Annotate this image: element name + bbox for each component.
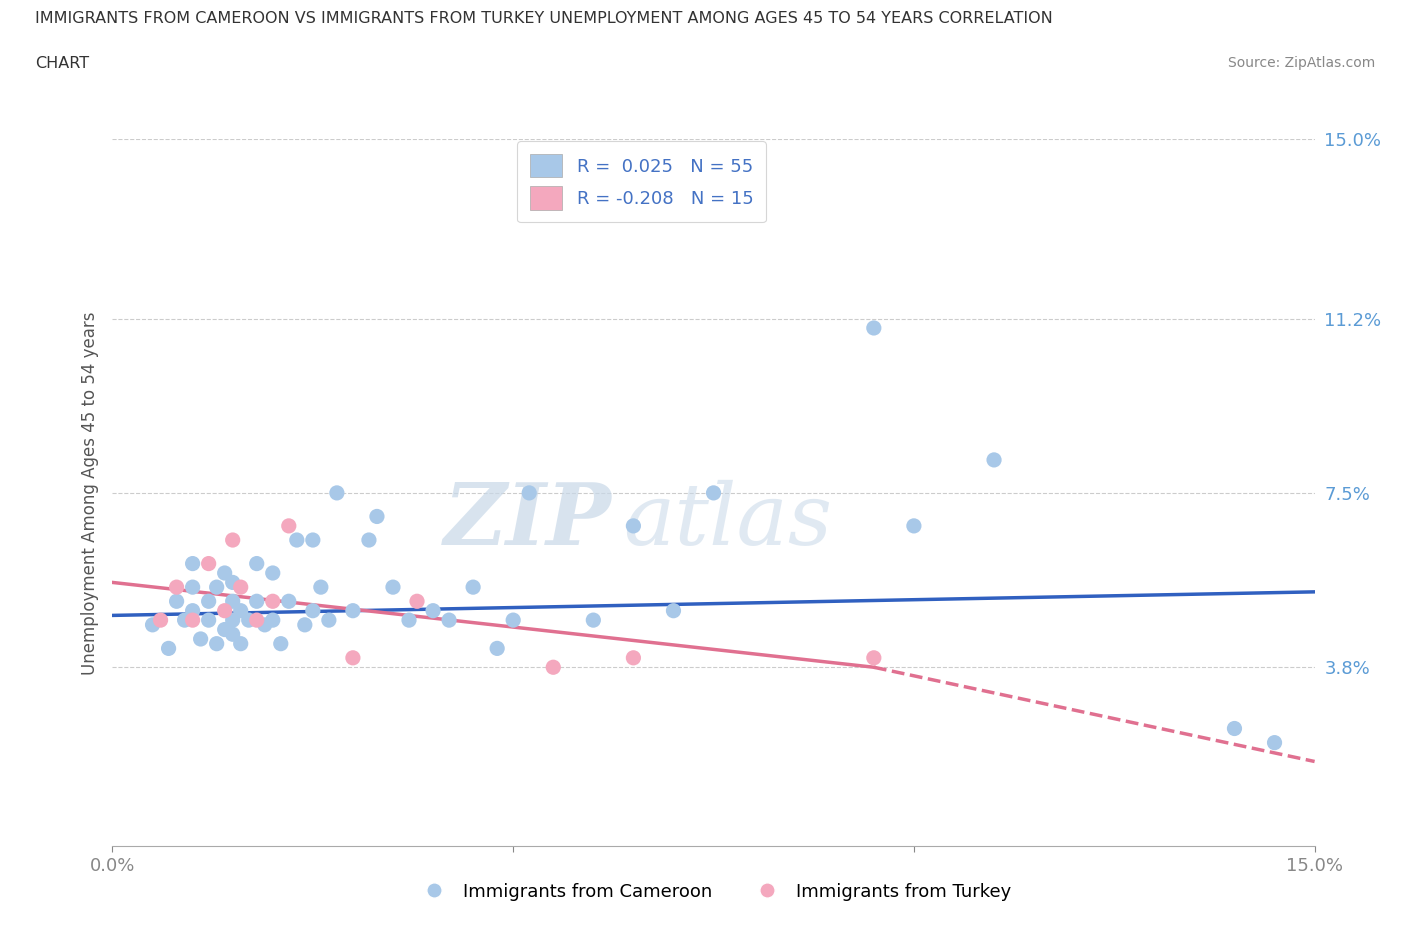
Point: [173, 613, 195, 628]
Point: [157, 641, 180, 656]
Point: [205, 636, 228, 651]
Point: [262, 594, 284, 609]
Point: [246, 594, 269, 609]
Legend: Immigrants from Cameroon, Immigrants from Turkey: Immigrants from Cameroon, Immigrants fro…: [409, 875, 1018, 908]
Point: [285, 533, 308, 548]
Point: [903, 518, 925, 533]
Point: [277, 518, 299, 533]
Point: [238, 613, 260, 628]
Point: [302, 604, 325, 618]
Point: [222, 613, 245, 628]
Point: [222, 627, 245, 642]
Point: [382, 579, 405, 594]
Point: [1264, 736, 1286, 751]
Point: [229, 579, 252, 594]
Point: [222, 533, 245, 548]
Point: [502, 613, 524, 628]
Point: [205, 579, 228, 594]
Point: [1223, 721, 1246, 736]
Point: [983, 453, 1005, 468]
Point: [621, 650, 644, 665]
Text: CHART: CHART: [35, 56, 89, 71]
Y-axis label: Unemployment Among Ages 45 to 54 years: Unemployment Among Ages 45 to 54 years: [80, 312, 98, 674]
Point: [222, 575, 245, 590]
Point: [621, 518, 644, 533]
Point: [342, 604, 364, 618]
Point: [309, 579, 332, 594]
Point: [246, 613, 269, 628]
Point: [229, 604, 252, 618]
Point: [517, 485, 540, 500]
Point: [222, 594, 245, 609]
Point: [398, 613, 420, 628]
Point: [702, 485, 725, 500]
Point: [543, 659, 565, 674]
Point: [214, 604, 236, 618]
Point: [318, 613, 340, 628]
Point: [582, 613, 605, 628]
Point: [197, 613, 219, 628]
Point: [302, 533, 325, 548]
Point: [181, 556, 204, 571]
Point: [149, 613, 172, 628]
Point: [166, 579, 188, 594]
Point: [422, 604, 444, 618]
Point: [863, 650, 886, 665]
Point: [141, 618, 163, 632]
Point: [190, 631, 212, 646]
Point: [181, 604, 204, 618]
Point: [461, 579, 484, 594]
Point: [181, 579, 204, 594]
Point: [277, 594, 299, 609]
Text: Source: ZipAtlas.com: Source: ZipAtlas.com: [1227, 56, 1375, 70]
Point: [166, 594, 188, 609]
Point: [229, 636, 252, 651]
Point: [197, 594, 219, 609]
Point: [270, 636, 292, 651]
Point: [357, 533, 380, 548]
Text: atlas: atlas: [623, 480, 832, 563]
Point: [253, 618, 276, 632]
Point: [197, 556, 219, 571]
Point: [262, 565, 284, 580]
Point: [366, 509, 388, 524]
Point: [437, 613, 460, 628]
Point: [863, 321, 886, 336]
Text: ZIP: ZIP: [443, 480, 612, 563]
Point: [406, 594, 429, 609]
Point: [486, 641, 509, 656]
Point: [294, 618, 316, 632]
Text: IMMIGRANTS FROM CAMEROON VS IMMIGRANTS FROM TURKEY UNEMPLOYMENT AMONG AGES 45 TO: IMMIGRANTS FROM CAMEROON VS IMMIGRANTS F…: [35, 11, 1053, 26]
Point: [246, 556, 269, 571]
Point: [262, 613, 284, 628]
Point: [326, 485, 349, 500]
Point: [214, 622, 236, 637]
Point: [342, 650, 364, 665]
Point: [181, 613, 204, 628]
Point: [214, 565, 236, 580]
Point: [662, 604, 685, 618]
